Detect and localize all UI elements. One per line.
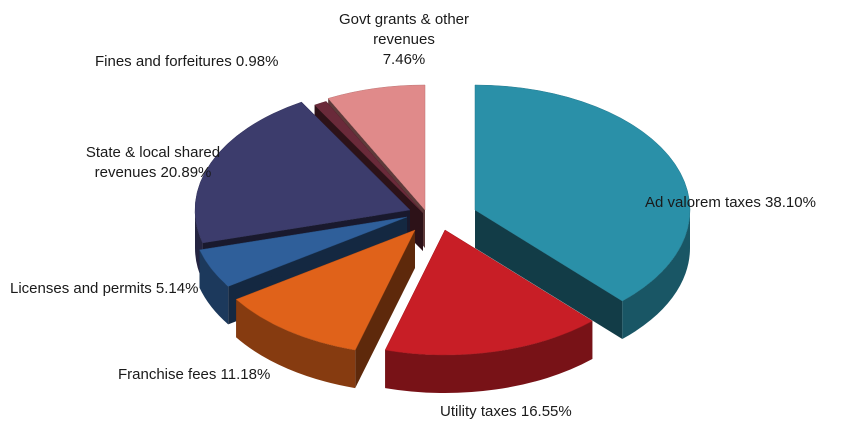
- label-franchise-fees: Franchise fees 11.18%: [118, 365, 270, 385]
- label-licenses-and-permits: Licenses and permits 5.14%: [10, 279, 198, 299]
- slice-ad-valorem-taxes: [474, 84, 691, 302]
- slice-wall-licenses-and-permits-0: [199, 249, 229, 325]
- slice-cut-face-ad-valorem-taxes-1: [475, 210, 623, 340]
- slice-fines-and-forfeitures: [314, 101, 424, 214]
- slice-wall-ad-valorem-taxes-0: [622, 210, 690, 340]
- label-state-local-shared: State & local shared revenues 20.89%: [68, 143, 238, 183]
- label-utility-taxes: Utility taxes 16.55%: [440, 402, 572, 422]
- label-fines-and-forfeitures-text: Fines and forfeitures 0.98%: [95, 53, 279, 70]
- label-franchise-fees-text: Franchise fees 11.18%: [118, 366, 271, 383]
- slice-licenses-and-permits: [199, 216, 408, 287]
- label-ad-valorem-taxes-text: Ad valorem taxes 38.10%: [645, 194, 816, 211]
- slice-state-local-shared-revenues: [194, 101, 411, 244]
- label-state-local-shared-line2: revenues 20.89%: [94, 164, 212, 181]
- slice-govt-grants-other-revenues: [327, 84, 426, 211]
- label-govt-grants-line1: Govt grants & other: [338, 11, 470, 28]
- slice-utility-taxes: [384, 229, 593, 356]
- label-govt-grants-line3: 7.46%: [382, 51, 426, 68]
- label-ad-valorem-taxes: Ad valorem taxes 38.10%: [645, 193, 816, 213]
- label-utility-taxes-text: Utility taxes 16.55%: [440, 403, 572, 420]
- label-govt-grants: Govt grants & other revenues 7.46%: [319, 10, 489, 70]
- label-fines-and-forfeitures: Fines and forfeitures 0.98%: [95, 52, 278, 72]
- slice-franchise-fees: [235, 229, 416, 351]
- label-govt-grants-line2: revenues: [373, 31, 435, 48]
- label-licenses-and-permits-text: Licenses and permits 5.14%: [10, 280, 199, 297]
- label-state-local-shared-line1: State & local shared: [85, 144, 221, 161]
- pie-tops: [194, 84, 691, 356]
- slice-wall-franchise-fees-0: [236, 299, 356, 389]
- slice-wall-utility-taxes-0: [385, 321, 593, 394]
